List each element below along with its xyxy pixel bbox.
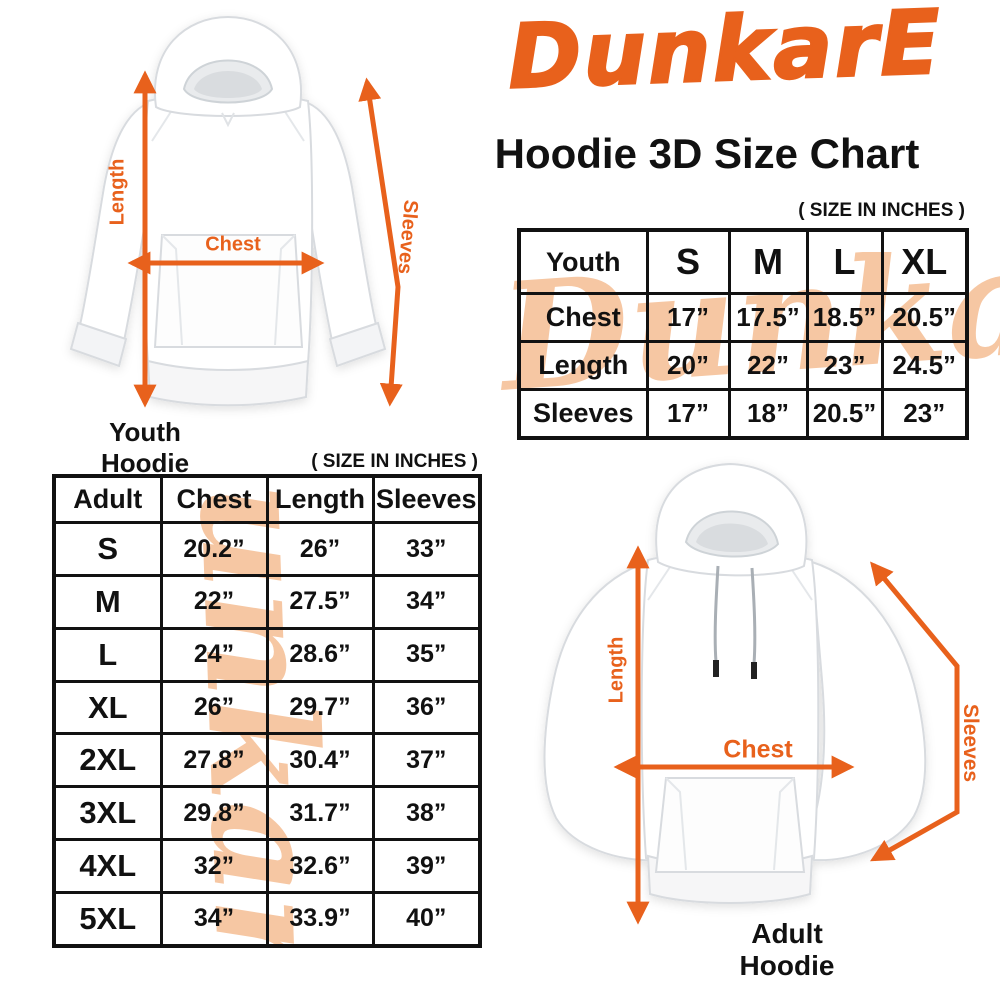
table-cell: L [52,626,163,683]
table-cell: 26” [159,679,269,736]
table-cell: 18.5” [805,292,884,344]
table-header-cell: Chest [159,474,269,525]
table-cell: XL [52,679,163,736]
table-cell: S [52,521,163,578]
table-cell: 23” [880,388,969,440]
table-header-cell: Youth [517,228,649,296]
table-cell: 17.5” [727,292,809,344]
page-title: Hoodie 3D Size Chart [494,130,920,177]
adult-size-note: ( SIZE IN INCHES ) [311,451,478,472]
table-cell: 20.5” [880,292,969,344]
table-cell: 22” [727,340,809,391]
youth-hoodie-caption: Youth Hoodie [100,417,190,478]
youth-size-note: ( SIZE IN INCHES ) [798,200,965,221]
table-header-cell: Length [265,474,375,525]
table-row: S 20.2” 26” 33” [52,521,482,578]
table-cell: 18” [727,388,809,440]
table-cell: 4XL [52,838,163,894]
table-header-cell: Sleeves [371,474,482,525]
table-row: 3XL 29.8” 31.7” 38” [52,785,482,842]
chest-label: Chest [723,735,793,764]
table-cell: 2XL [52,732,163,789]
table-cell: Sleeves [517,388,649,440]
table-cell: 39” [371,838,482,894]
table-cell: 5XL [52,890,163,948]
table-cell: 38” [371,785,482,842]
sleeves-label: Sleeves [959,703,982,783]
youth-measurement-arrows [127,70,403,408]
table-cell: 24” [159,626,269,683]
table-cell: 29.8” [159,785,269,842]
table-cell: 33.9” [265,890,375,948]
table-cell: 32.6” [265,838,375,894]
table-row: Length 20” 22” 23” 24.5” [517,340,969,391]
table-cell: 30.4” [265,732,375,789]
table-cell: Length [517,340,649,391]
table-row: Youth S M L XL [517,228,969,296]
table-cell: 20.5” [805,388,884,440]
table-cell: 20” [645,340,731,391]
table-cell: 29.7” [265,679,375,736]
table-row: M 22” 27.5” 34” [52,574,482,630]
table-cell: M [52,574,163,630]
adult-size-table: Adult Chest Length Sleeves S 20.2” 26” 3… [52,474,482,948]
table-row: 5XL 34” 33.9” 40” [52,890,482,948]
table-row: 2XL 27.8” 30.4” 37” [52,732,482,789]
table-row: 4XL 32” 32.6” 39” [52,838,482,894]
table-cell: 24.5” [880,340,969,391]
table-cell: 23” [805,340,884,391]
sleeves-arrow [358,77,403,407]
table-row: XL 26” 29.7” 36” [52,679,482,736]
chest-label: Chest [205,233,261,256]
table-cell: 32” [159,838,269,894]
table-header-cell: Adult [52,474,163,525]
table-cell: 37” [371,732,482,789]
table-cell: 20.2” [159,521,269,578]
table-header-cell: L [805,228,884,296]
table-cell: 31.7” [265,785,375,842]
table-row: Adult Chest Length Sleeves [52,474,482,525]
table-cell: Chest [517,292,649,344]
youth-size-table: Youth S M L XL Chest 17” 17.5” 18.5” 20.… [517,228,969,440]
table-cell: 34” [159,890,269,948]
table-cell: 26” [265,521,375,578]
table-cell: 17” [645,388,731,440]
table-header-cell: M [727,228,809,296]
table-header-cell: S [645,228,731,296]
table-cell: 17” [645,292,731,344]
table-cell: 27.5” [265,574,375,630]
dunkare-logo: DunkarE [505,0,945,110]
table-cell: 34” [371,574,482,630]
table-row: L 24” 28.6” 35” [52,626,482,683]
sleeves-arrow [869,561,960,862]
adult-measurement-arrows [613,545,960,925]
adult-hoodie-caption: Adult Hoodie [739,918,835,981]
table-cell: 33” [371,521,482,578]
adult-hoodie-diagram: Length Chest Sleeves Adult Hoodie [490,450,1000,981]
table-cell: 27.8” [159,732,269,789]
length-label: Length [106,158,129,226]
table-cell: 3XL [52,785,163,842]
table-header-cell: XL [880,228,969,296]
table-cell: 40” [371,890,482,948]
length-label: Length [605,636,628,704]
table-cell: 36” [371,679,482,736]
table-row: Chest 17” 17.5” 18.5” 20.5” [517,292,969,344]
table-cell: 22” [159,574,269,630]
table-row: Sleeves 17” 18” 20.5” 23” [517,388,969,440]
youth-hoodie-diagram: Length Chest Sleeves Youth Hoodie [40,5,450,478]
table-cell: 35” [371,626,482,683]
table-cell: 28.6” [265,626,375,683]
